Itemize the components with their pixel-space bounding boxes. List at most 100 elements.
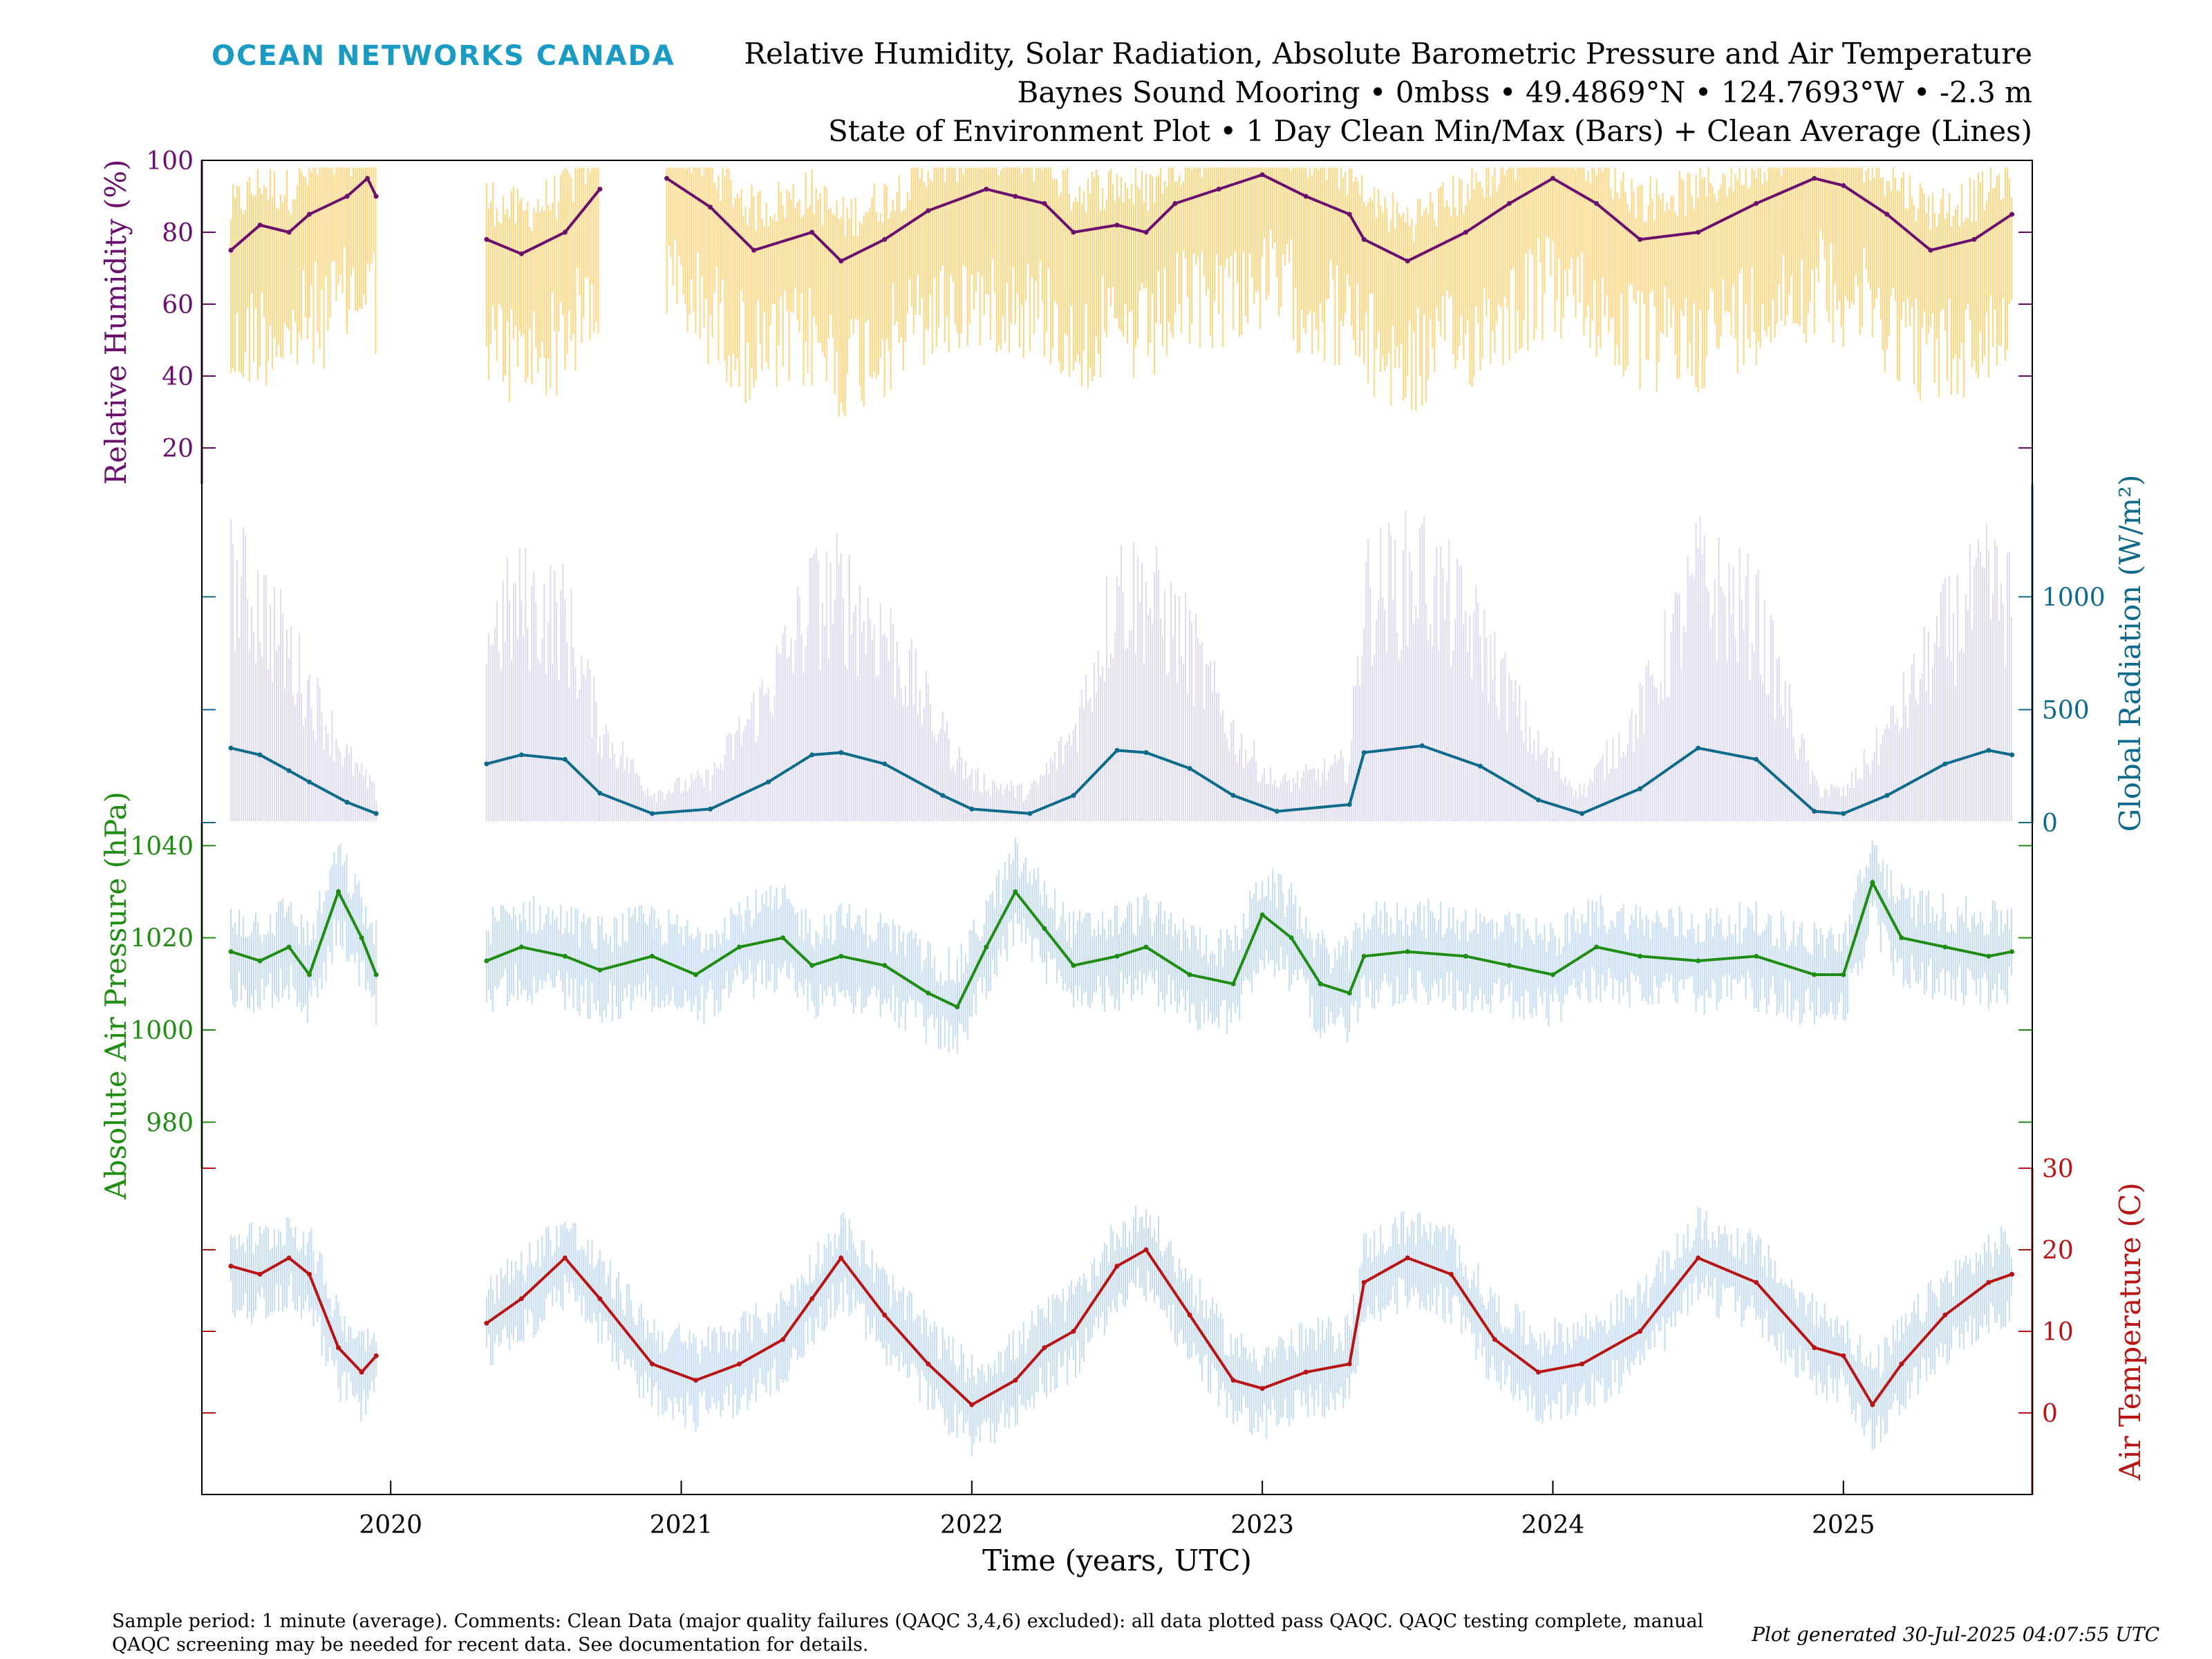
temperature-data-point bbox=[1013, 1378, 1018, 1383]
humidity-y-tick-label: 100 bbox=[146, 147, 194, 176]
pressure-y-tick-label: 1040 bbox=[130, 832, 194, 861]
humidity-data-point bbox=[597, 187, 603, 192]
pressure-data-point bbox=[228, 949, 234, 955]
humidity-data-point bbox=[1347, 212, 1352, 217]
pressure-data-point bbox=[1754, 953, 1759, 959]
humidity-data-point bbox=[373, 194, 379, 199]
radiation-data-point bbox=[940, 793, 946, 798]
pressure-data-point bbox=[1013, 889, 1018, 894]
radiation-data-point bbox=[1477, 763, 1483, 769]
footer-note-line2: QAQC screening may be needed for recent … bbox=[112, 1634, 868, 1656]
radiation-data-point bbox=[969, 806, 975, 812]
brand-logo-text: OCEAN NETWORKS CANADA bbox=[212, 40, 675, 72]
plot-frame bbox=[201, 160, 2033, 1495]
pressure-data-point bbox=[597, 967, 603, 973]
humidity-data-point bbox=[1594, 200, 1600, 206]
radiation-y-tick-label: 500 bbox=[2042, 697, 2090, 725]
radiation-data-point bbox=[2009, 752, 2015, 758]
pressure-data-point bbox=[1230, 981, 1236, 986]
humidity-minmax-bars bbox=[230, 167, 2012, 417]
temperature-data-point bbox=[1942, 1312, 1948, 1318]
humidity-data-point bbox=[562, 229, 568, 235]
radiation-y-axis-label: Global Radiation (W/m²) bbox=[2113, 475, 2147, 832]
temperature-data-point bbox=[373, 1353, 379, 1358]
humidity-data-point bbox=[1550, 176, 1555, 181]
pressure-y-tick-label: 980 bbox=[146, 1109, 194, 1137]
footer-note-line1: Sample period: 1 minute (average). Comme… bbox=[112, 1611, 1703, 1632]
radiation-data-point bbox=[1274, 809, 1280, 814]
temperature-data-point bbox=[882, 1312, 888, 1318]
humidity-data-point bbox=[751, 247, 757, 253]
temperature-data-point bbox=[1492, 1337, 1497, 1342]
humidity-data-point bbox=[1042, 200, 1047, 206]
radiation-data-point bbox=[766, 779, 771, 785]
humidity-data-point bbox=[926, 208, 931, 214]
radiation-data-point bbox=[838, 750, 844, 756]
pressure-data-point bbox=[257, 958, 263, 964]
humidity-data-point bbox=[307, 212, 312, 217]
temperature-data-point bbox=[809, 1296, 815, 1302]
pressure-data-point bbox=[649, 953, 655, 959]
temperature-data-point bbox=[780, 1337, 786, 1342]
pressure-data-point bbox=[809, 963, 815, 968]
temperature-data-point bbox=[1448, 1271, 1454, 1277]
temperature-data-point bbox=[649, 1361, 655, 1367]
temperature-data-point bbox=[1580, 1361, 1585, 1367]
radiation-data-point bbox=[1114, 747, 1120, 753]
radiation-data-point bbox=[373, 811, 379, 816]
temperature-data-point bbox=[1230, 1378, 1236, 1383]
temperature-data-point bbox=[359, 1369, 364, 1375]
humidity-data-point bbox=[286, 229, 292, 235]
humidity-data-point bbox=[1928, 247, 1933, 253]
pressure-data-point bbox=[838, 953, 844, 959]
x-axis: 2020 2021 2022 2023 2024 2025 bbox=[359, 1481, 1875, 1539]
radiation-data-point bbox=[228, 745, 234, 751]
radiation-data-point bbox=[307, 779, 312, 785]
temperature-data-point bbox=[518, 1296, 524, 1302]
temperature-y-tick-label: 10 bbox=[2042, 1318, 2074, 1347]
x-tick-label: 2025 bbox=[1812, 1511, 1875, 1539]
humidity-data-point bbox=[1463, 229, 1468, 235]
temperature-data-point bbox=[1347, 1361, 1352, 1367]
radiation-data-point bbox=[882, 761, 888, 767]
humidity-y-tick-label: 40 bbox=[162, 363, 194, 391]
temperature-data-point bbox=[1187, 1312, 1192, 1318]
temperature-data-point bbox=[1754, 1280, 1759, 1285]
pressure-data-point bbox=[1812, 972, 1817, 977]
pressure-y-tick-label: 1000 bbox=[130, 1017, 194, 1045]
radiation-data-point bbox=[1696, 745, 1701, 751]
temperature-data-point bbox=[1361, 1280, 1367, 1285]
pressure-data-point bbox=[2009, 949, 2015, 955]
pressure-data-point bbox=[955, 1004, 960, 1010]
temperature-y-axis-label: Air Temperature (C) bbox=[2113, 1183, 2147, 1481]
radiation-data-point bbox=[518, 752, 524, 758]
pressure-data-point bbox=[1506, 963, 1512, 968]
pressure-data-point bbox=[518, 944, 524, 950]
temperature-minmax-bars bbox=[230, 1206, 2012, 1456]
pressure-data-point bbox=[1841, 972, 1846, 977]
humidity-data-point bbox=[708, 205, 713, 210]
radiation-data-point bbox=[649, 811, 655, 816]
temperature-data-point bbox=[838, 1255, 844, 1261]
chart-title-line3: State of Environment Plot • 1 Day Clean … bbox=[828, 114, 2032, 148]
pressure-data-point bbox=[484, 958, 489, 964]
radiation-data-point bbox=[597, 791, 603, 796]
pressure-data-point bbox=[693, 972, 699, 977]
temperature-y-tick-label: 20 bbox=[2042, 1237, 2074, 1265]
radiation-data-point bbox=[257, 752, 263, 758]
temperature-data-point bbox=[1986, 1280, 1991, 1285]
radiation-data-point bbox=[809, 752, 815, 758]
humidity-data-point bbox=[1754, 200, 1759, 206]
pressure-data-point bbox=[562, 953, 568, 959]
temperature-data-point bbox=[1259, 1386, 1265, 1391]
pressure-data-point bbox=[1143, 944, 1149, 950]
temperature-data-point bbox=[1841, 1353, 1846, 1358]
humidity-data-point bbox=[1696, 229, 1701, 235]
humidity-data-point bbox=[1361, 236, 1367, 242]
temperature-data-point bbox=[1899, 1361, 1904, 1367]
humidity-data-point bbox=[1143, 229, 1149, 235]
humidity-y-tick-label: 60 bbox=[162, 291, 194, 319]
x-axis-label: Time (years, UTC) bbox=[982, 1544, 1252, 1577]
pressure-data-point bbox=[1071, 963, 1076, 968]
chart-title-line2: Baynes Sound Mooring • 0mbss • 49.4869°N… bbox=[1018, 75, 2032, 109]
